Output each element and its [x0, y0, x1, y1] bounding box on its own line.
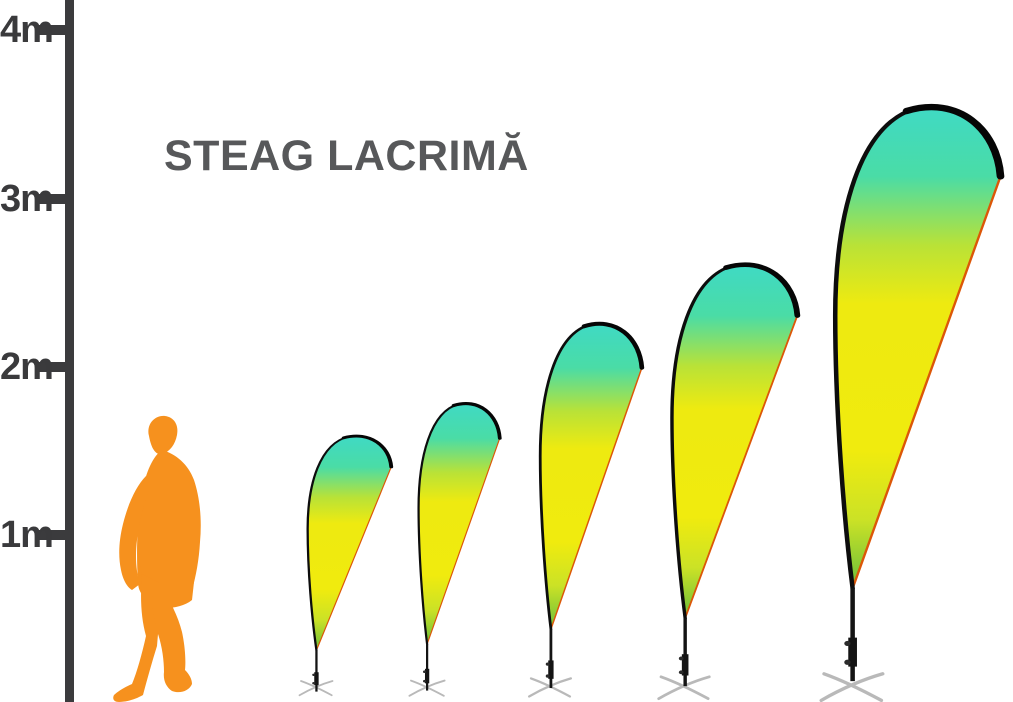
ruler-tick-2m [38, 362, 66, 372]
ruler-tick-3m [38, 194, 66, 204]
teardrop-flag-1 [298, 435, 392, 697]
ruler-tick-1m [38, 530, 66, 540]
person-silhouette [113, 415, 201, 702]
teardrop-flag-5 [819, 106, 1000, 702]
teardrop-flag-2 [408, 403, 499, 697]
ruler-tick-4m [38, 25, 66, 35]
teardrop-flag-4 [657, 264, 798, 701]
page-title: STEAG LACRIMĂ [164, 132, 529, 180]
ruler-bar [65, 0, 74, 702]
teardrop-flag-3 [527, 323, 642, 698]
